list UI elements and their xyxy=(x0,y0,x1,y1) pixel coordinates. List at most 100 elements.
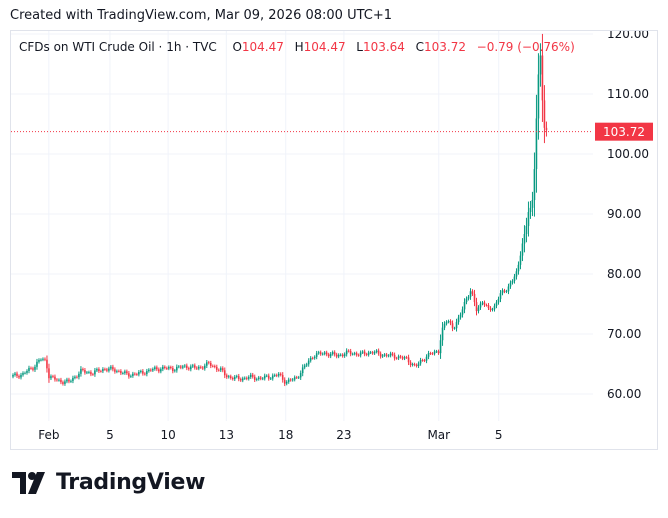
legend-symbol: CFDs on WTI Crude Oil · 1h · TVC xyxy=(19,40,217,54)
candle-body xyxy=(180,366,182,368)
candle-body xyxy=(132,373,134,376)
candle-body xyxy=(375,350,378,352)
candle-body xyxy=(82,368,84,371)
candle-body xyxy=(104,369,106,370)
candle-body xyxy=(174,370,176,372)
candle-body xyxy=(190,366,192,370)
candle-body xyxy=(469,291,472,297)
candle-body xyxy=(295,377,298,379)
candle-body xyxy=(399,356,402,358)
candle-body xyxy=(245,377,248,379)
candle-body xyxy=(521,243,524,256)
candle-body xyxy=(351,353,354,355)
candle-body xyxy=(373,351,376,354)
candle-body xyxy=(36,361,38,367)
candle-body xyxy=(473,293,476,303)
candle-body xyxy=(68,379,70,382)
candle-body xyxy=(425,356,428,361)
candle-body xyxy=(269,378,272,380)
candle-body xyxy=(495,302,498,306)
candle-body xyxy=(50,376,52,379)
candle-body xyxy=(203,365,206,369)
candle-body xyxy=(433,351,436,354)
candle-body xyxy=(235,376,238,377)
candle-body xyxy=(192,365,194,367)
x-tick-label: 13 xyxy=(219,428,234,442)
candle-body xyxy=(437,351,440,354)
legend-low-value: 103.64 xyxy=(362,40,405,54)
candle-body xyxy=(225,375,228,378)
candle-body xyxy=(353,353,356,355)
candle-body xyxy=(150,369,152,371)
candle-body xyxy=(176,366,178,371)
candle-body xyxy=(98,369,100,372)
candle-body xyxy=(188,368,190,370)
candle-body xyxy=(287,379,290,382)
candle-body xyxy=(110,366,112,369)
candle-body xyxy=(341,354,344,357)
candle-body xyxy=(463,301,466,310)
candle-body xyxy=(267,375,270,379)
candle-body xyxy=(323,352,326,354)
candle-body xyxy=(215,366,218,370)
candle-body xyxy=(479,303,482,308)
candle-body xyxy=(80,368,82,374)
candle-body xyxy=(415,364,418,367)
candle-body xyxy=(325,352,328,355)
candle-body xyxy=(497,298,500,303)
legend-low-label: L xyxy=(356,40,363,54)
legend-close-label: C xyxy=(415,40,424,54)
candle-body xyxy=(397,356,400,359)
candle-body xyxy=(395,358,398,360)
candle-body xyxy=(211,365,214,367)
candle-body xyxy=(58,379,60,381)
candle-body xyxy=(126,371,128,374)
candle-body xyxy=(158,369,160,372)
candle-body xyxy=(491,309,494,311)
brand-name: TradingView xyxy=(56,470,206,495)
candle-body xyxy=(26,371,28,373)
candle-body xyxy=(305,364,308,366)
candle-body xyxy=(239,379,242,381)
candle-body xyxy=(427,353,430,357)
candle-body xyxy=(219,368,222,371)
candle-body xyxy=(337,354,340,357)
tradingview-brand[interactable]: TradingView xyxy=(12,470,205,495)
candle-body xyxy=(22,373,24,375)
candle-body xyxy=(391,353,394,355)
candle-body xyxy=(505,291,508,293)
candle-body xyxy=(367,352,370,355)
created-header: Created with TradingView.com, Mar 09, 20… xyxy=(10,8,393,23)
candle-body xyxy=(301,367,304,374)
candle-body xyxy=(457,317,460,323)
y-tick-label: 120.00 xyxy=(607,31,649,41)
candle-body xyxy=(381,355,384,357)
candle-body xyxy=(70,380,72,382)
candle-body xyxy=(201,367,204,369)
candle-body xyxy=(166,368,168,369)
candle-body xyxy=(499,293,502,299)
candle-body xyxy=(377,350,380,354)
candle-body xyxy=(419,360,422,364)
candle-body xyxy=(543,100,546,128)
candle-body xyxy=(467,296,470,299)
candle-body xyxy=(154,367,156,370)
candle-body xyxy=(76,376,78,378)
candle-body xyxy=(519,255,522,265)
chart-panel[interactable]: 60.00 70.00 80.00 90.00 100.00 110.00 120.00 Fe… xyxy=(10,30,658,450)
y-tick-label: 100.00 xyxy=(607,147,649,161)
candle-body xyxy=(465,298,468,302)
x-tick-label: 23 xyxy=(336,428,351,442)
candle-body xyxy=(120,371,122,374)
candle-body xyxy=(108,368,110,371)
candle-body xyxy=(92,374,94,376)
candle-body xyxy=(487,305,490,308)
legend-open-value: 104.47 xyxy=(241,40,284,54)
candle-body xyxy=(539,55,542,75)
candle-body xyxy=(186,365,188,369)
candle-body xyxy=(319,352,322,355)
candle-body xyxy=(285,381,288,384)
candle-body xyxy=(411,364,414,366)
price-chart[interactable]: 60.00 70.00 80.00 90.00 100.00 110.00 120.00 Fe… xyxy=(11,31,657,449)
candle-body xyxy=(138,372,140,375)
